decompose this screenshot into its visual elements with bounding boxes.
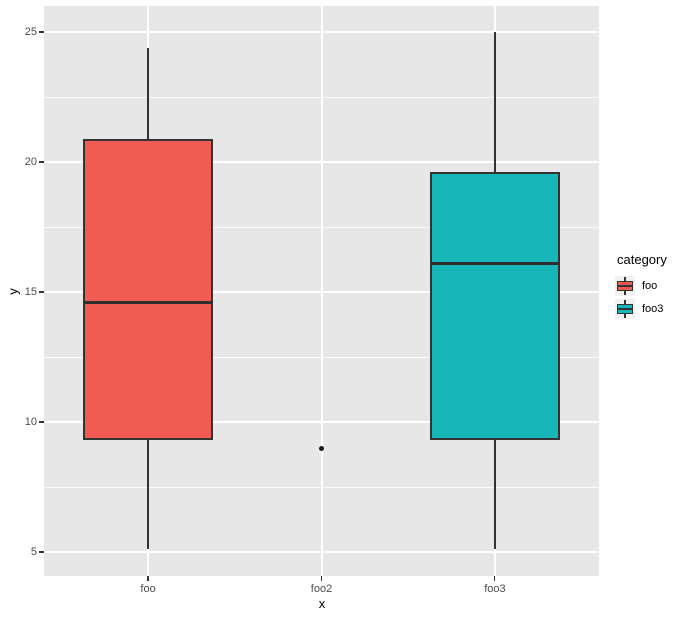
legend-item-foo3: foo3	[615, 299, 667, 319]
boxplot-whisker-lower-foo3	[493, 440, 496, 550]
x-tick-mark-foo	[147, 576, 149, 581]
legend-key-boxplot-icon	[615, 276, 635, 296]
x-tick-mark-foo3	[493, 576, 496, 581]
boxplot-whisker-upper-foo	[147, 47, 150, 139]
boxplot-box-foo3	[429, 172, 560, 441]
legend-item-foo: foo	[615, 276, 667, 296]
boxplot-box-foo	[83, 138, 214, 441]
x-axis-title: x	[318, 596, 326, 611]
x-tick-label-foo: foo	[140, 583, 156, 595]
x-tick-mark-foo2	[320, 576, 322, 581]
boxplot-whisker-lower-foo	[147, 440, 150, 550]
data-point-foo2	[319, 445, 324, 451]
legend-label: foo3	[642, 303, 664, 315]
x-tick-label-foo2: foo2	[310, 583, 333, 595]
y-tick-label-10: 10	[24, 416, 37, 429]
legend-label: foo	[642, 280, 658, 292]
legend-key-median	[617, 308, 633, 310]
y-tick-mark-5	[39, 551, 44, 553]
legend: category foo foo3	[615, 252, 667, 322]
y-tick-mark-20	[39, 161, 44, 163]
legend-key-median	[617, 285, 633, 287]
boxplot-median-foo3	[429, 261, 560, 265]
boxplot-whisker-upper-foo3	[493, 32, 496, 173]
plot-panel	[44, 6, 599, 576]
legend-key-boxplot-icon	[615, 299, 635, 319]
y-tick-mark-15	[39, 291, 44, 293]
y-tick-mark-10	[39, 421, 44, 423]
legend-items: foo foo3	[615, 276, 667, 319]
boxplot-median-foo	[83, 300, 214, 304]
y-tick-label-20: 20	[24, 156, 37, 169]
x-tick-label-foo3: foo3	[484, 583, 506, 595]
y-tick-mark-25	[39, 31, 44, 33]
y-tick-label-25: 25	[24, 26, 37, 38]
legend-title: category	[617, 252, 667, 267]
y-tick-label-15: 15	[24, 286, 37, 299]
gridline-x-foo2	[320, 6, 323, 576]
y-tick-label-5: 5	[30, 546, 37, 559]
